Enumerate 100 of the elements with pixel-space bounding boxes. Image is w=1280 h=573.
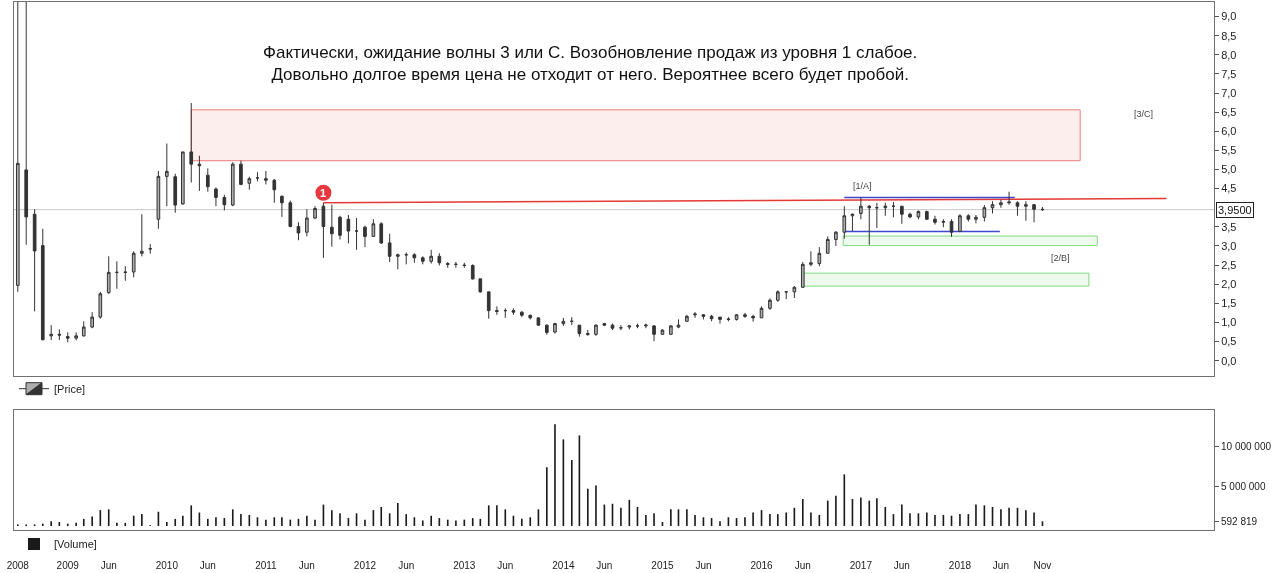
candlestick — [974, 214, 978, 224]
y-tick-label: 9,0 — [1221, 10, 1237, 23]
candlestick — [916, 209, 921, 220]
y-tick-label: 3,0 — [1221, 239, 1237, 252]
y-tick-label: 3,5 — [1221, 220, 1237, 233]
candlestick — [577, 324, 582, 338]
candlestick — [544, 323, 549, 336]
candlestick — [1015, 200, 1020, 217]
y-tick-label: 7,5 — [1221, 67, 1237, 80]
candlestick — [751, 314, 755, 323]
candlestick — [867, 204, 872, 246]
candlestick — [602, 322, 607, 327]
candlestick — [222, 194, 227, 211]
candlestick — [792, 285, 797, 299]
candlestick — [379, 221, 384, 245]
candlestick — [966, 213, 971, 223]
candlestick — [585, 329, 590, 337]
candlestick — [197, 155, 202, 192]
candlestick — [511, 307, 516, 316]
candlestick — [264, 170, 268, 185]
y-tick-label: 0,5 — [1221, 335, 1237, 348]
candlestick — [775, 289, 780, 303]
candlestick — [1040, 206, 1045, 212]
candlestick — [768, 297, 772, 311]
x-tick-label: Jun — [893, 560, 910, 571]
candlestick — [734, 313, 739, 322]
candlestick — [90, 311, 94, 329]
candlestick — [982, 204, 987, 223]
y-tick-label: 4,5 — [1221, 182, 1237, 195]
candlestick — [189, 102, 194, 183]
candlestick — [32, 208, 37, 312]
legend-label: [Volume] — [54, 538, 97, 551]
candlestick — [900, 205, 904, 225]
candlestick — [404, 251, 409, 265]
candlestick — [57, 328, 62, 341]
candlestick — [420, 255, 425, 265]
y-tick-label: 6,5 — [1221, 105, 1237, 118]
y-tick-label: 5 000 000 — [1221, 480, 1266, 492]
candlestick — [718, 316, 722, 325]
candlestick — [553, 322, 557, 335]
x-tick-label: Jun — [794, 560, 811, 571]
candlestick — [925, 210, 929, 221]
y-tick-label: 592 819 — [1221, 515, 1258, 527]
candlestick — [1024, 200, 1028, 222]
y-tick-label: 7,0 — [1221, 86, 1237, 99]
candlestick — [181, 151, 185, 206]
y-tick-label: 5,0 — [1221, 163, 1237, 176]
x-tick-label: Jun — [199, 560, 216, 571]
x-tick-label: 2016 — [750, 560, 774, 571]
candlestick — [520, 310, 524, 318]
candlestick — [98, 291, 103, 320]
x-tick-label: Nov — [1033, 560, 1052, 571]
candlestick — [759, 305, 764, 319]
candlestick — [288, 199, 293, 228]
candlestick — [825, 235, 830, 254]
candlestick — [131, 250, 136, 278]
candlestick — [800, 261, 805, 289]
x-tick-label: Jun — [497, 560, 514, 571]
candlestick — [346, 214, 351, 244]
candlestick — [594, 323, 598, 337]
candlestick — [445, 261, 450, 269]
candlestick — [850, 212, 855, 232]
x-tick-label: Jun — [100, 560, 117, 571]
candlestick — [354, 217, 359, 251]
candlestick — [883, 202, 888, 217]
x-tick-label: Jun — [298, 560, 315, 571]
candlestick — [140, 213, 144, 257]
candlestick — [495, 305, 499, 316]
candlestick — [123, 265, 128, 282]
x-tick-label: Jun — [398, 560, 415, 571]
x-tick-label: Jun — [695, 560, 712, 571]
y-tick-label: 1,0 — [1221, 316, 1237, 329]
candlestick — [536, 317, 541, 327]
candlestick — [321, 202, 326, 259]
candlestick — [363, 225, 367, 248]
candlestick — [305, 208, 309, 237]
x-tick-label: 2014 — [552, 560, 575, 571]
candlestick — [205, 167, 210, 193]
candlestick — [429, 249, 434, 265]
candlestick — [395, 253, 400, 270]
y-tick-label: 10 000 000 — [1221, 441, 1272, 453]
y-tick-label: 5,5 — [1221, 144, 1237, 157]
candlestick — [660, 328, 665, 336]
y-tick-label: 8,5 — [1221, 29, 1237, 42]
annotation: [3/C] — [1134, 109, 1154, 119]
annotation: [2/B] — [1051, 253, 1070, 263]
candlestick — [743, 312, 747, 319]
y-tick-label: 1,5 — [1221, 297, 1237, 310]
annotation: [1/A] — [853, 181, 872, 191]
candlestick — [652, 324, 656, 342]
candlestick — [908, 212, 912, 219]
x-tick-label: 2009 — [56, 560, 80, 571]
candlestick — [330, 204, 334, 248]
candlestick — [834, 230, 838, 247]
candlestick — [726, 316, 731, 322]
candlestick — [627, 324, 632, 330]
candlestick — [272, 178, 277, 204]
candlestick — [313, 205, 317, 220]
x-tick-label: Jun — [992, 560, 1009, 571]
candlestick — [875, 202, 879, 229]
